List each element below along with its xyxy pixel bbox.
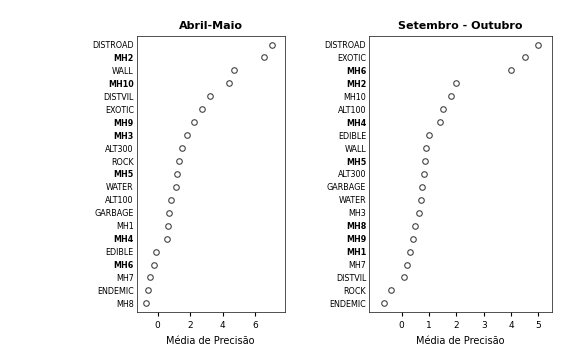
Title: Abril-Maio: Abril-Maio <box>178 21 243 31</box>
X-axis label: Média de Precisão: Média de Precisão <box>416 336 505 346</box>
X-axis label: Média de Precisão: Média de Precisão <box>166 336 255 346</box>
Title: Setembro - Outubro: Setembro - Outubro <box>398 21 523 31</box>
